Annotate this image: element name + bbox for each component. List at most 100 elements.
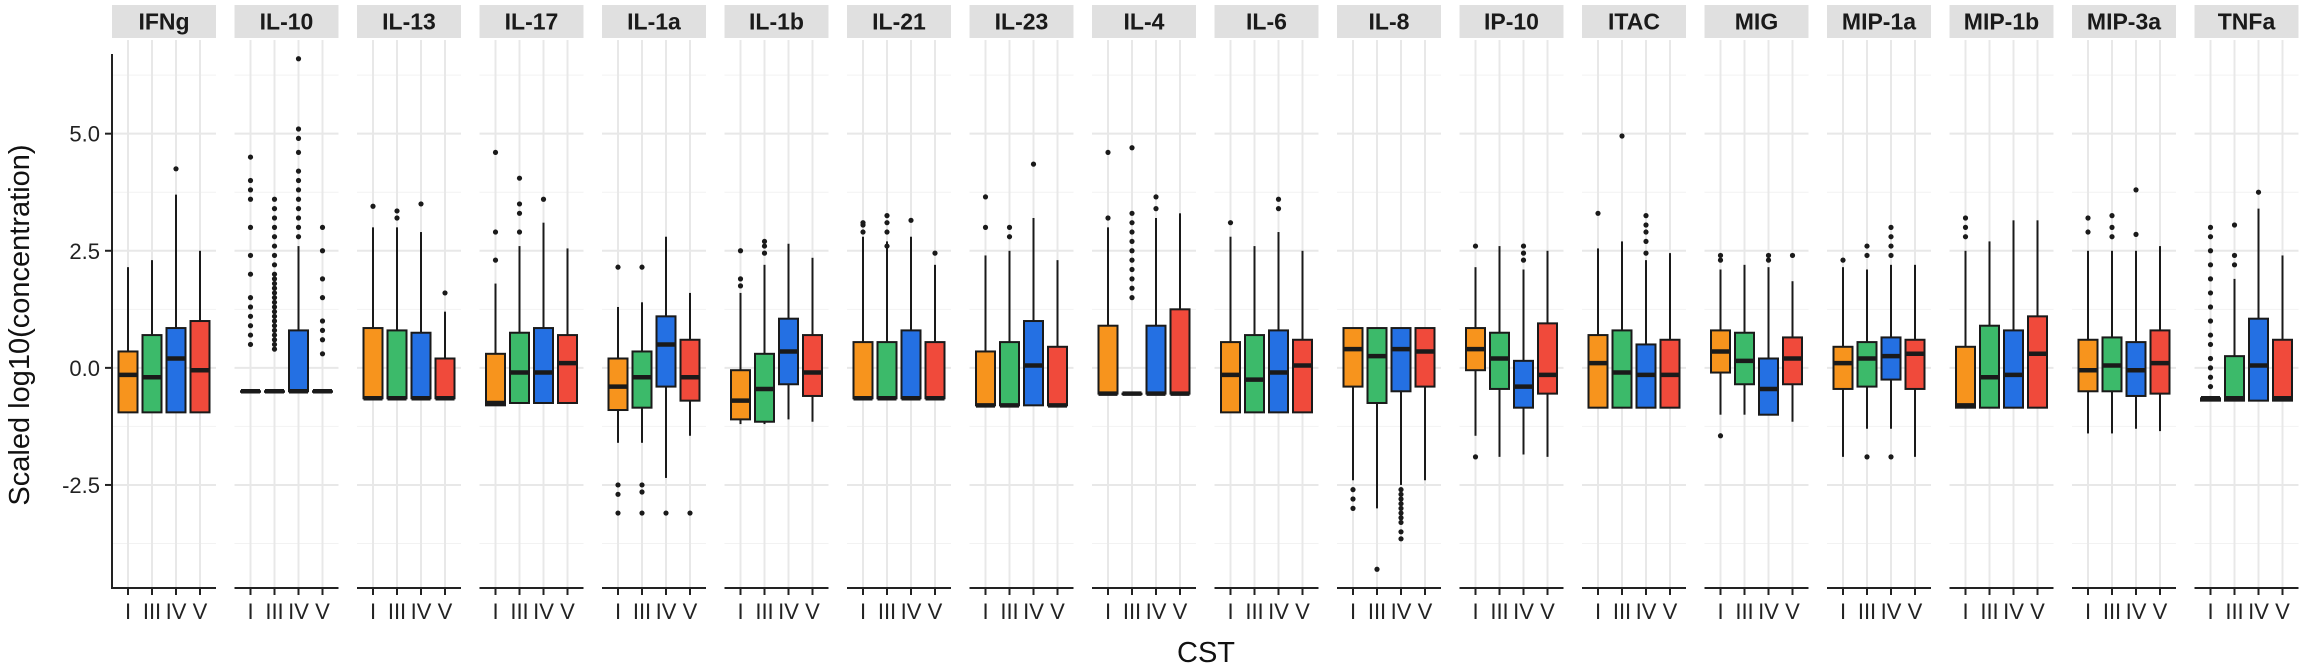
- box-iv: [533, 196, 554, 404]
- x-tick-label: I: [1840, 599, 1846, 624]
- facet-strip-label: IL-1a: [627, 9, 681, 35]
- outlier-point: [639, 489, 645, 495]
- outlier-point: [271, 280, 278, 287]
- box-body: [1390, 327, 1412, 393]
- facet-il-8: IL-8I III IV V: [1337, 5, 1441, 624]
- outlier-point: [1717, 257, 1724, 263]
- box-iv: [165, 166, 187, 414]
- outlier-point: [1398, 515, 1404, 521]
- box-body: [1489, 331, 1510, 390]
- outlier-point: [1129, 285, 1135, 291]
- outlier-point: [761, 238, 768, 245]
- box-iii: [1856, 243, 1878, 460]
- x-tick-label: III: [2225, 599, 2243, 624]
- outlier-point: [295, 206, 302, 212]
- facet-strip-label: IFNg: [138, 9, 189, 35]
- x-tick-label: III: [1613, 599, 1631, 624]
- box-i: [1832, 257, 1854, 457]
- box-body: [1856, 341, 1878, 388]
- box-iv: [1023, 161, 1044, 407]
- outlier-point: [2207, 383, 2214, 390]
- box-v: [1169, 213, 1191, 396]
- box-v: [557, 248, 578, 404]
- outlier-point: [1398, 487, 1404, 493]
- outlier-point: [1472, 243, 1479, 249]
- facet-strip: [724, 5, 829, 38]
- box-body: [1904, 338, 1926, 390]
- box-body: [1979, 324, 2000, 409]
- outlier-point: [2109, 234, 2115, 240]
- facet-strip-label: ITAC: [1608, 9, 1660, 35]
- outlier-point: [1643, 213, 1649, 219]
- outlier-point: [271, 299, 278, 305]
- outlier-point: [761, 250, 768, 256]
- box-iv: [1635, 213, 1657, 409]
- outlier-point: [1129, 145, 1135, 151]
- x-tick-label: V: [560, 599, 575, 624]
- box-iii: [264, 196, 285, 394]
- x-tick-label: III: [1000, 599, 1018, 624]
- outlier-point: [1840, 257, 1846, 263]
- outlier-point: [1006, 224, 1013, 230]
- box-body: [434, 357, 456, 400]
- outlier-point: [615, 264, 621, 270]
- outlier-point: [1153, 206, 1159, 212]
- x-tick-label: I: [492, 599, 498, 624]
- box-body: [2027, 315, 2048, 409]
- box-body: [655, 315, 677, 388]
- outlier-point: [271, 341, 278, 348]
- x-tick-label: I: [247, 599, 253, 624]
- x-tick-label: V: [315, 599, 330, 624]
- outlier-point: [319, 337, 326, 343]
- outlier-point: [247, 304, 254, 310]
- outlier-point: [2207, 248, 2214, 254]
- outlier-point: [271, 295, 278, 301]
- outlier-point: [1006, 234, 1013, 240]
- x-tick-label: III: [143, 599, 161, 624]
- outlier-point: [319, 351, 326, 357]
- outlier-point: [295, 135, 302, 141]
- outlier-point: [1643, 250, 1649, 256]
- box-iv: [778, 243, 799, 420]
- x-tick-label: I: [1962, 599, 1968, 624]
- facet-strip-label: IL-13: [382, 9, 436, 35]
- box-body: [1832, 345, 1854, 390]
- outlier-point: [932, 250, 938, 256]
- box-iv: [2125, 187, 2147, 429]
- outlier-point: [319, 224, 326, 230]
- facet-strip-label: TNFa: [2218, 9, 2276, 35]
- outlier-point: [2207, 304, 2214, 310]
- outlier-point: [1129, 238, 1135, 245]
- box-body: [1145, 324, 1167, 395]
- x-tick-label: I: [2085, 599, 2091, 624]
- facet-mip-1b: MIP-1bI III IV V: [1949, 5, 2054, 624]
- x-tick-label: I: [615, 599, 621, 624]
- facet-strip-label: IL-6: [1246, 9, 1287, 35]
- outlier-point: [1129, 210, 1135, 216]
- facet-strip: [1704, 5, 1809, 38]
- x-tick-label: III: [1858, 599, 1876, 624]
- x-tick-label: IV: [411, 599, 432, 624]
- outlier-point: [1643, 229, 1649, 235]
- facet-strip: [357, 5, 461, 38]
- box-body: [631, 350, 653, 409]
- outlier-point: [1129, 295, 1135, 301]
- x-tick-label: III: [265, 599, 283, 624]
- outlier-point: [1153, 194, 1159, 200]
- outlier-point: [295, 177, 302, 184]
- outlier-point: [2207, 224, 2214, 230]
- facet-strip-label: IL-10: [260, 9, 314, 35]
- box-iv: [1758, 252, 1779, 416]
- outlier-point: [2207, 276, 2214, 282]
- x-tick-label: V: [2153, 599, 2168, 624]
- outlier-point: [2255, 189, 2262, 195]
- outlier-point: [884, 213, 890, 219]
- facet-strip-label: IL-1b: [749, 9, 804, 35]
- outlier-point: [860, 220, 866, 226]
- outlier-point: [1962, 224, 1969, 230]
- box-i: [975, 194, 996, 408]
- facet-strip: [1949, 5, 2054, 38]
- x-tick-label: IV: [1513, 599, 1534, 624]
- x-tick-label: III: [633, 599, 651, 624]
